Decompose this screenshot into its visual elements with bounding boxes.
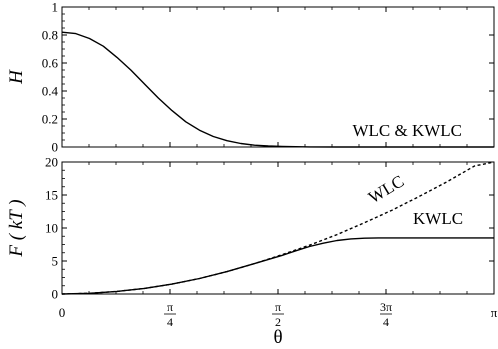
plot-frame bbox=[61, 161, 495, 295]
series-line bbox=[61, 161, 494, 295]
annotation-wlc-kwlc: WLC & KWLC bbox=[352, 121, 462, 140]
y-tick-label: 0.8 bbox=[42, 28, 58, 43]
series-line bbox=[61, 237, 494, 295]
y-tick-label: 5 bbox=[52, 254, 59, 269]
y-tick-label: 0 bbox=[52, 287, 59, 302]
x-tick-label-denominator: 4 bbox=[383, 315, 389, 329]
y-axis-label: H bbox=[6, 69, 27, 85]
y-tick-label: 10 bbox=[45, 221, 58, 236]
h-panel: 0 0.2 0.4 0.6 0.8 1 H WLC & KWLC bbox=[6, 0, 495, 155]
x-tick-label-denominator: 2 bbox=[275, 315, 281, 329]
y-tick-label: 0.6 bbox=[42, 56, 59, 71]
y-tick-label: 0.4 bbox=[42, 84, 59, 99]
y-tick-label: 20 bbox=[45, 155, 58, 170]
y-tick-label: 1 bbox=[52, 0, 59, 15]
x-tick-label: π bbox=[491, 305, 498, 320]
series-line bbox=[61, 31, 494, 148]
series-label-wlc: WLC bbox=[365, 171, 407, 207]
series-label-kwlc: KWLC bbox=[413, 209, 463, 228]
y-axis-label: F ( kT ) bbox=[6, 199, 27, 257]
y-tick-label: 0.2 bbox=[42, 112, 58, 127]
x-tick-label-numerator: 3π bbox=[380, 300, 392, 314]
x-tick-label-denominator: 4 bbox=[167, 315, 173, 329]
x-tick-label-numerator: π bbox=[275, 300, 281, 314]
x-tick-label: 0 bbox=[59, 305, 66, 320]
x-axis-label: θ bbox=[273, 327, 282, 348]
y-tick-label: 0 bbox=[52, 140, 59, 155]
x-tick-label-numerator: π bbox=[167, 300, 173, 314]
y-tick-label: 15 bbox=[45, 188, 58, 203]
